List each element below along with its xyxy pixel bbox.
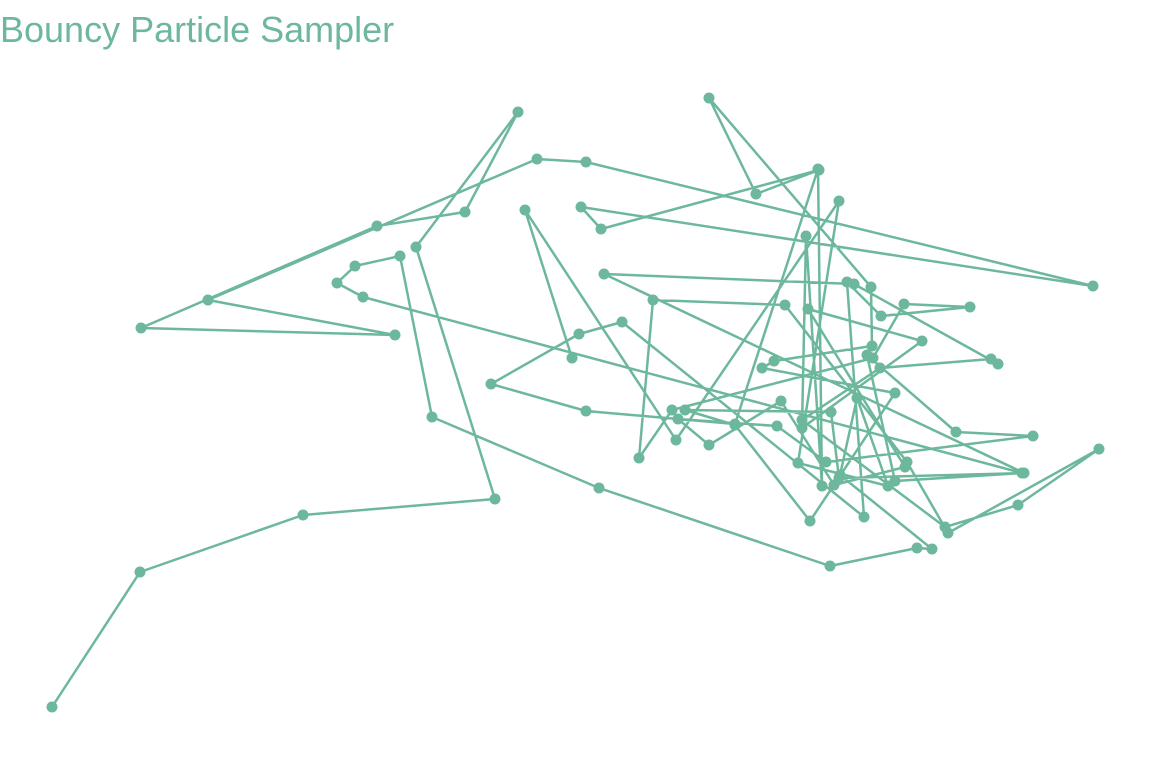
data-point: [816, 480, 828, 492]
data-point: [573, 328, 585, 340]
data-point: [858, 511, 870, 523]
data-point: [519, 204, 531, 216]
data-point: [598, 268, 610, 280]
data-point: [135, 322, 147, 334]
data-point: [812, 163, 824, 175]
data-point: [729, 418, 741, 430]
data-point: [357, 291, 369, 303]
data-point: [833, 195, 845, 207]
data-point: [899, 461, 911, 473]
data-point: [134, 566, 146, 578]
data-point: [824, 560, 836, 572]
data-point: [889, 387, 901, 399]
data-point: [861, 349, 873, 361]
data-point: [865, 281, 877, 293]
chart-title: Bouncy Particle Sampler: [0, 9, 395, 50]
data-point: [371, 220, 383, 232]
data-point: [985, 353, 997, 365]
data-point: [820, 456, 832, 468]
data-point: [672, 413, 684, 425]
data-point: [46, 701, 58, 713]
data-point: [202, 294, 214, 306]
data-point: [875, 310, 887, 322]
data-point: [964, 301, 976, 313]
data-point: [389, 329, 401, 341]
data-point: [750, 188, 762, 200]
data-point: [670, 434, 682, 446]
data-point: [566, 352, 578, 364]
data-point: [802, 303, 814, 315]
data-point: [647, 294, 659, 306]
data-point: [593, 482, 605, 494]
data-point: [911, 542, 923, 554]
data-point: [426, 411, 438, 423]
data-point: [512, 106, 524, 118]
data-point: [580, 156, 592, 168]
data-point: [926, 543, 938, 555]
data-point: [575, 201, 587, 213]
trajectory-line: [50, 96, 1101, 708]
data-point: [771, 420, 783, 432]
data-point: [796, 422, 808, 434]
data-point: [779, 299, 791, 311]
data-point: [841, 276, 853, 288]
data-point: [1087, 280, 1099, 292]
data-point: [942, 527, 954, 539]
data-point: [410, 241, 422, 253]
data-point: [874, 362, 886, 374]
data-point: [834, 469, 846, 481]
data-point: [485, 378, 497, 390]
data-point: [796, 414, 808, 426]
data-point: [756, 362, 768, 374]
data-point: [851, 392, 863, 404]
data-point: [595, 223, 607, 235]
data-point: [580, 405, 592, 417]
data-point: [828, 479, 840, 491]
data-point: [349, 260, 361, 272]
data-point: [703, 92, 715, 104]
data-point: [804, 515, 816, 527]
data-point: [1012, 499, 1024, 511]
data-point: [775, 395, 787, 407]
data-point: [394, 250, 406, 262]
data-point: [800, 230, 812, 242]
data-point: [531, 153, 543, 165]
data-point: [1016, 467, 1028, 479]
data-point: [825, 406, 837, 418]
data-point: [898, 298, 910, 310]
data-point: [459, 206, 471, 218]
data-point: [616, 316, 628, 328]
data-point: [297, 509, 309, 521]
data-point: [489, 493, 501, 505]
data-point: [666, 404, 678, 416]
data-point: [633, 452, 645, 464]
data-point: [703, 439, 715, 451]
data-point: [916, 335, 928, 347]
data-point: [1093, 443, 1105, 455]
data-point: [866, 340, 878, 352]
data-point: [882, 480, 894, 492]
data-point: [768, 355, 780, 367]
data-point: [331, 277, 343, 289]
data-point: [792, 457, 804, 469]
data-point: [950, 426, 962, 438]
data-point: [679, 404, 691, 416]
data-point: [1027, 430, 1039, 442]
